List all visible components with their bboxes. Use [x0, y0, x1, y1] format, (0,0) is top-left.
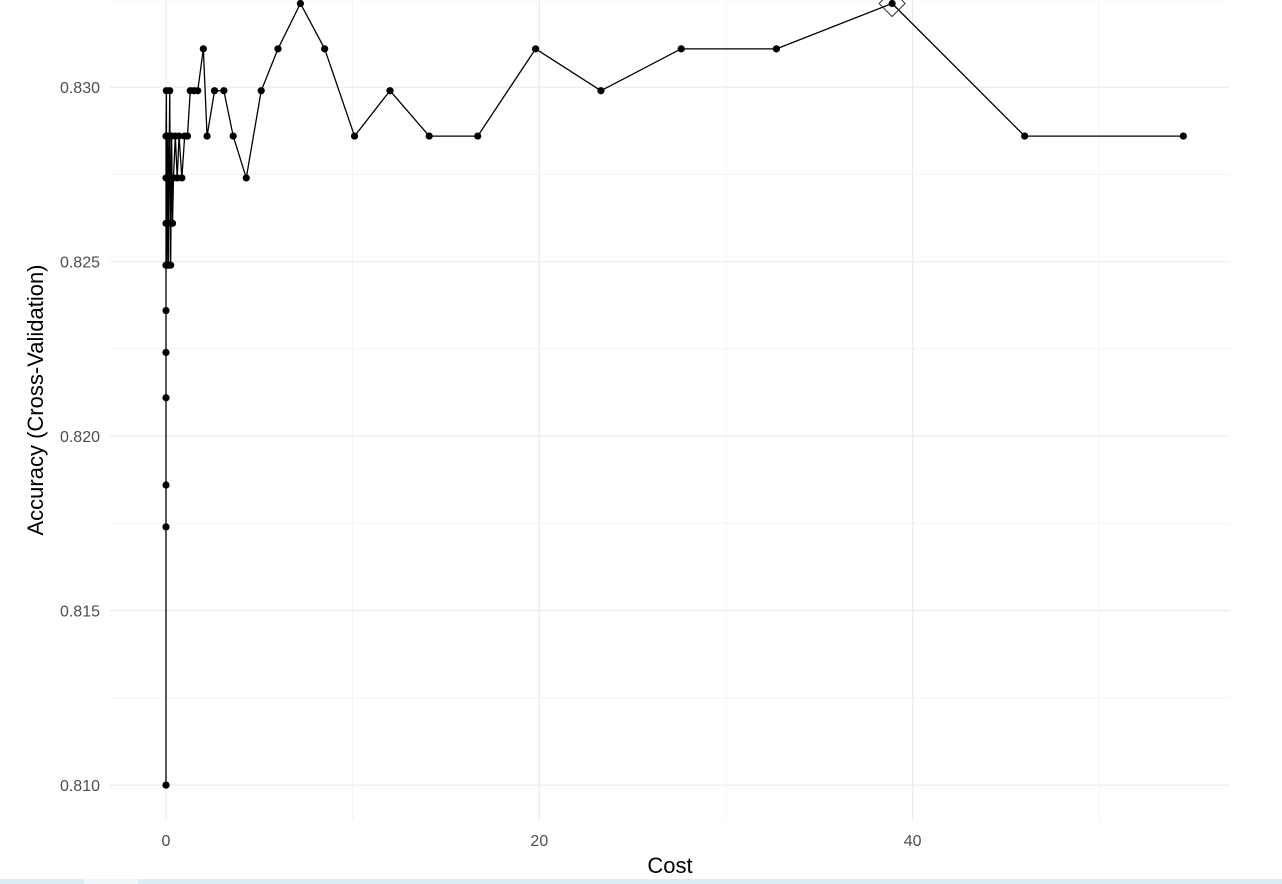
y-tick-labels: 0.810 0.815 0.820 0.825 0.830	[60, 80, 100, 795]
y-tick-label: 0.830	[60, 80, 100, 97]
data-point	[321, 45, 329, 53]
bottom-scroll-strip	[0, 879, 1282, 884]
data-point	[296, 0, 304, 8]
data-point	[194, 87, 202, 95]
y-tick-label: 0.820	[60, 429, 100, 446]
data-point	[162, 348, 170, 357]
x-tick-label: 20	[530, 833, 548, 850]
y-tick-label: 0.815	[60, 604, 100, 621]
best-point-highlight-group	[878, 0, 906, 18]
data-point	[162, 306, 170, 315]
y-tick-label: 0.810	[60, 778, 100, 795]
data-point	[597, 87, 605, 95]
best-point-diamond	[878, 0, 906, 18]
bottom-strip-highlight	[84, 879, 138, 884]
data-point	[167, 261, 175, 269]
data-point	[350, 132, 359, 140]
data-point	[1179, 132, 1187, 140]
data-point	[425, 132, 433, 140]
data-point	[888, 0, 896, 8]
data-point	[183, 132, 192, 140]
data-point	[229, 132, 237, 140]
data-point	[203, 132, 211, 140]
data-point	[1021, 132, 1029, 140]
series-line	[165, 2, 1184, 786]
y-axis-title: Accuracy (Cross-Validation)	[23, 264, 48, 535]
data-point	[162, 394, 170, 402]
x-tick-label: 0	[162, 833, 171, 850]
data-point	[175, 132, 183, 140]
series-points-group	[162, 0, 1187, 789]
x-tick-label: 40	[904, 833, 922, 850]
data-point	[242, 174, 250, 182]
data-point	[210, 87, 219, 95]
data-point	[772, 45, 781, 53]
data-point	[532, 45, 540, 53]
data-point	[257, 87, 265, 95]
x-tick-labels: 0 20 40	[162, 833, 922, 850]
data-point	[386, 87, 394, 95]
data-point	[168, 219, 177, 227]
data-point	[162, 481, 170, 489]
data-point	[220, 87, 228, 95]
data-point	[274, 45, 282, 53]
data-point	[162, 781, 170, 789]
data-point	[677, 45, 685, 53]
series-line-group	[165, 2, 1184, 786]
data-point	[474, 132, 482, 140]
x-axis-title: Cost	[647, 853, 692, 878]
grid-lines	[110, 0, 1230, 820]
data-point	[199, 45, 207, 53]
data-point	[166, 87, 174, 95]
y-tick-label: 0.825	[60, 255, 100, 272]
data-point	[162, 523, 170, 531]
data-point	[178, 174, 186, 182]
